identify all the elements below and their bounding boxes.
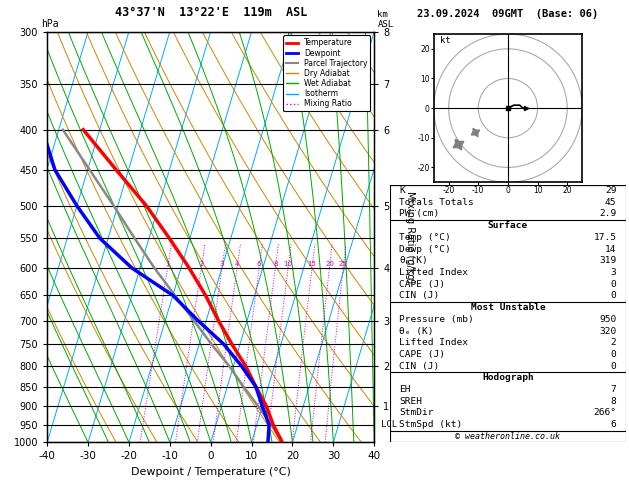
Text: 950: 950: [599, 315, 616, 324]
Text: CAPE (J): CAPE (J): [399, 280, 445, 289]
Text: Pressure (mb): Pressure (mb): [399, 315, 474, 324]
Text: 7: 7: [611, 385, 616, 394]
X-axis label: Dewpoint / Temperature (°C): Dewpoint / Temperature (°C): [131, 467, 291, 477]
Text: 25: 25: [339, 261, 348, 267]
Text: θₑ (K): θₑ (K): [399, 327, 434, 335]
Text: 0: 0: [611, 350, 616, 359]
Text: StmDir: StmDir: [399, 409, 434, 417]
Text: 4: 4: [235, 261, 240, 267]
Text: 14: 14: [605, 244, 616, 254]
Text: LCL: LCL: [381, 420, 397, 429]
Text: 8: 8: [273, 261, 277, 267]
Text: 1: 1: [165, 261, 170, 267]
Text: Temp (°C): Temp (°C): [399, 233, 451, 242]
Text: CAPE (J): CAPE (J): [399, 350, 445, 359]
Text: 10: 10: [284, 261, 292, 267]
Text: EH: EH: [399, 385, 411, 394]
Text: 266°: 266°: [593, 409, 616, 417]
Y-axis label: Mixing Ratio (g/kg): Mixing Ratio (g/kg): [404, 191, 415, 283]
Text: kt: kt: [440, 36, 450, 45]
Text: 45: 45: [605, 198, 616, 207]
Text: Dewp (°C): Dewp (°C): [399, 244, 451, 254]
Text: 320: 320: [599, 327, 616, 335]
Text: CIN (J): CIN (J): [399, 362, 440, 371]
Text: 2: 2: [199, 261, 204, 267]
Text: Hodograph: Hodograph: [482, 373, 534, 382]
Text: 0: 0: [611, 362, 616, 371]
Text: Most Unstable: Most Unstable: [470, 303, 545, 312]
Text: 8: 8: [611, 397, 616, 406]
Text: 6: 6: [611, 420, 616, 429]
Text: 2: 2: [611, 338, 616, 347]
Legend: Temperature, Dewpoint, Parcel Trajectory, Dry Adiabat, Wet Adiabat, Isotherm, Mi: Temperature, Dewpoint, Parcel Trajectory…: [283, 35, 370, 111]
Text: 20: 20: [325, 261, 334, 267]
Text: hPa: hPa: [41, 19, 58, 29]
Text: 29: 29: [605, 186, 616, 195]
Text: Lifted Index: Lifted Index: [399, 338, 469, 347]
Text: 3: 3: [220, 261, 225, 267]
Text: CIN (J): CIN (J): [399, 292, 440, 300]
Text: Lifted Index: Lifted Index: [399, 268, 469, 277]
Text: 23.09.2024  09GMT  (Base: 06): 23.09.2024 09GMT (Base: 06): [417, 9, 599, 19]
Text: Totals Totals: Totals Totals: [399, 198, 474, 207]
Text: 15: 15: [308, 261, 316, 267]
Text: StmSpd (kt): StmSpd (kt): [399, 420, 463, 429]
Text: 17.5: 17.5: [593, 233, 616, 242]
Text: SREH: SREH: [399, 397, 423, 406]
Text: Surface: Surface: [488, 221, 528, 230]
Text: 43°37'N  13°22'E  119m  ASL: 43°37'N 13°22'E 119m ASL: [114, 6, 307, 19]
Text: 3: 3: [611, 268, 616, 277]
Text: 319: 319: [599, 256, 616, 265]
Text: 6: 6: [257, 261, 262, 267]
Text: PW (cm): PW (cm): [399, 209, 440, 218]
Text: © weatheronline.co.uk: © weatheronline.co.uk: [455, 432, 560, 441]
Text: km
ASL: km ASL: [377, 10, 394, 29]
Text: 0: 0: [611, 292, 616, 300]
Text: 0: 0: [611, 280, 616, 289]
Text: K: K: [399, 186, 405, 195]
Text: 2.9: 2.9: [599, 209, 616, 218]
Text: θₑ(K): θₑ(K): [399, 256, 428, 265]
